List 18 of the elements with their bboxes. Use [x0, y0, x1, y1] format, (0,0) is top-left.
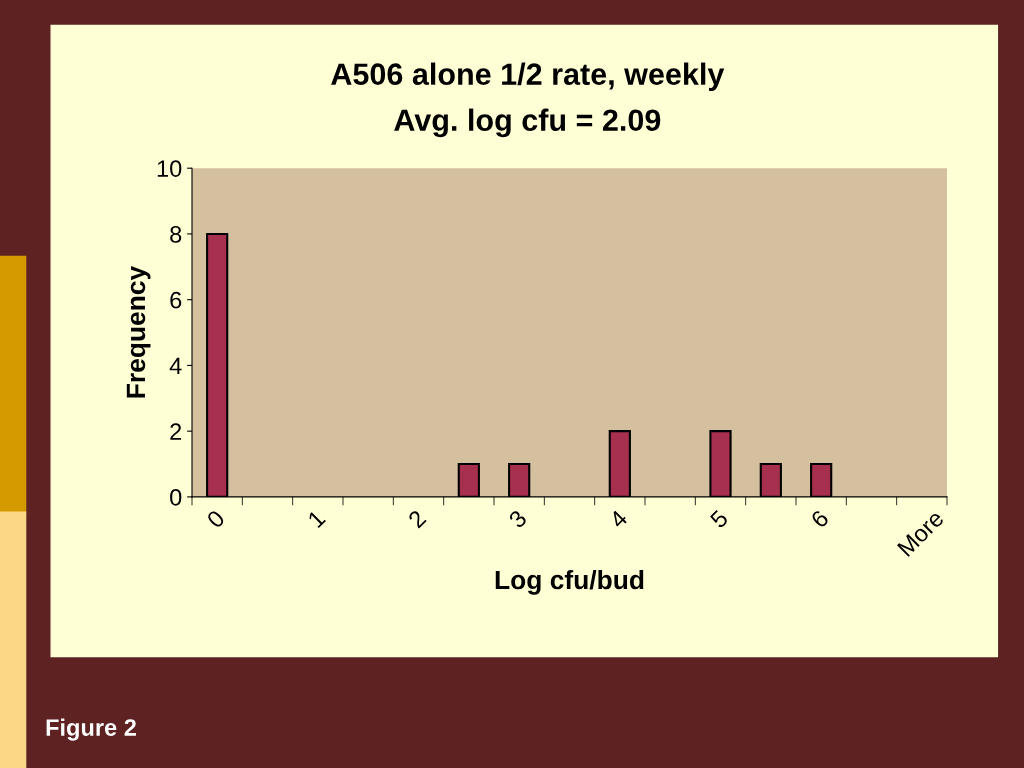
- x-tick-label: 2: [407, 509, 427, 529]
- x-tick-label: 6: [810, 509, 830, 529]
- x-tick-label: 5: [709, 509, 729, 529]
- x-axis-title: Log cfu/bud: [495, 569, 644, 595]
- y-tick-label: 8: [170, 226, 182, 243]
- y-tick-label: 6: [170, 291, 182, 309]
- chart-title: A506 alone 1/2 rate, weekly: [331, 62, 725, 92]
- caption: Figure 2: [46, 718, 136, 741]
- x-tick-label: 1: [307, 509, 326, 529]
- x-tick-label: 4: [608, 509, 629, 530]
- chart-subtitle: Avg. log cfu = 2.09: [394, 108, 661, 138]
- y-tick-label: 4: [169, 357, 182, 374]
- x-tick-label: 0: [205, 509, 226, 529]
- y-tick-label: 10: [157, 160, 182, 177]
- y-tick-label: 0: [170, 488, 182, 506]
- y-tick-label: 2: [170, 423, 182, 440]
- y-axis-title: Frequency: [126, 265, 151, 398]
- x-tick-label: 3: [507, 509, 528, 529]
